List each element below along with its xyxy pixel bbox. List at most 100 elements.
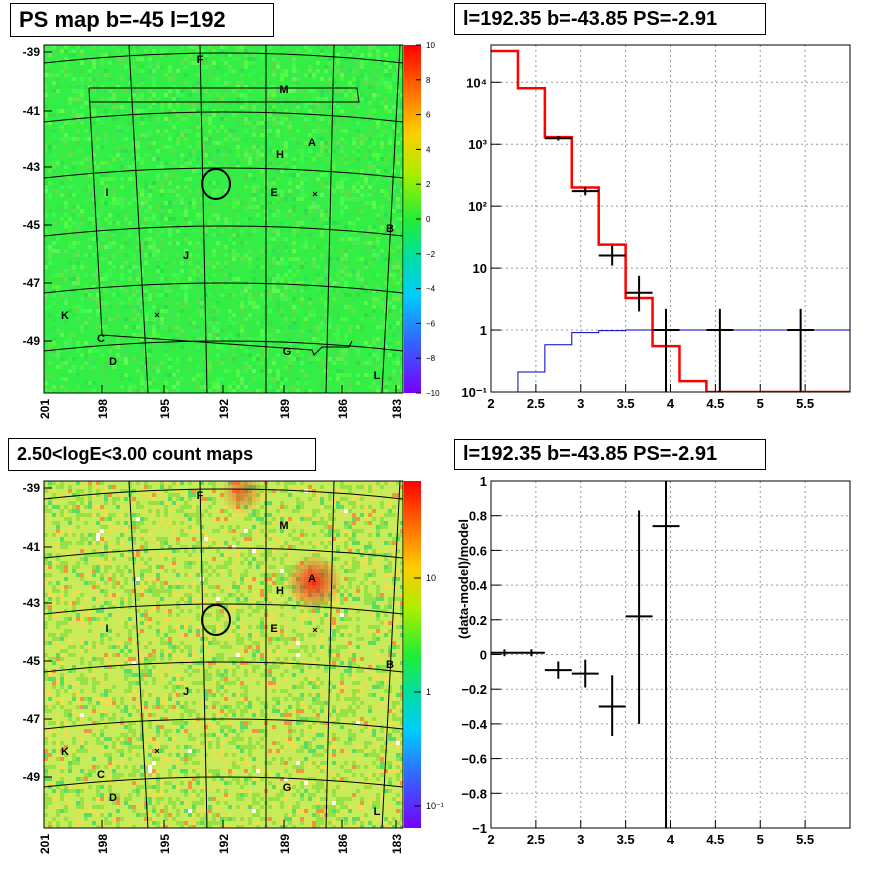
map-pixel xyxy=(232,249,236,253)
map-pixel xyxy=(380,525,384,529)
map-pixel xyxy=(164,253,168,257)
map-pixel xyxy=(300,533,304,537)
map-pixel xyxy=(128,317,132,321)
map-pixel xyxy=(388,505,392,509)
map-pixel xyxy=(140,133,144,137)
map-pixel xyxy=(300,149,304,153)
map-pixel xyxy=(136,153,140,157)
map-pixel xyxy=(60,385,64,389)
map-pixel xyxy=(116,481,120,485)
map-pixel xyxy=(312,253,316,257)
map-pixel xyxy=(168,537,172,541)
map-pixel xyxy=(48,505,52,509)
map-pixel xyxy=(212,61,216,65)
map-pixel xyxy=(380,301,384,305)
map-pixel xyxy=(256,125,260,129)
map-pixel xyxy=(400,185,403,189)
map-pixel xyxy=(52,293,56,297)
map-pixel xyxy=(84,497,88,501)
map-pixel xyxy=(196,345,200,349)
map-pixel xyxy=(400,517,403,521)
map-pixel xyxy=(196,481,200,485)
map-pixel xyxy=(248,481,252,485)
map-pixel xyxy=(332,517,336,521)
map-pixel xyxy=(100,529,104,533)
map-pixel xyxy=(176,285,180,289)
map-pixel xyxy=(224,165,228,169)
map-pixel xyxy=(272,93,276,97)
map-pixel xyxy=(280,385,284,389)
map-pixel xyxy=(152,521,156,525)
map-pixel xyxy=(400,301,403,305)
map-pixel xyxy=(332,225,336,229)
map-pixel xyxy=(72,205,76,209)
map-pixel xyxy=(88,509,92,513)
map-pixel xyxy=(368,385,372,389)
map-pixel xyxy=(96,481,100,485)
map-pixel xyxy=(188,205,192,209)
map-pixel xyxy=(52,505,56,509)
map-pixel xyxy=(204,481,208,485)
map-pixel xyxy=(212,325,216,329)
map-pixel xyxy=(252,205,256,209)
map-pixel xyxy=(280,493,284,497)
map-pixel xyxy=(316,497,320,501)
map-pixel xyxy=(116,57,120,61)
map-pixel xyxy=(224,521,228,525)
map-pixel xyxy=(52,521,56,525)
map-pixel xyxy=(184,485,188,489)
map-pixel xyxy=(360,61,364,65)
map-pixel xyxy=(140,213,144,217)
map-pixel xyxy=(184,213,188,217)
map-pixel xyxy=(196,505,200,509)
map-pixel xyxy=(300,481,304,485)
map-pixel xyxy=(52,513,56,517)
map-pixel xyxy=(388,97,392,101)
map-pixel xyxy=(216,245,220,249)
map-pixel xyxy=(328,117,332,121)
map-pixel xyxy=(224,137,228,141)
map-pixel xyxy=(164,201,168,205)
map-pixel xyxy=(296,185,300,189)
map-pixel xyxy=(376,349,380,353)
map-pixel xyxy=(92,365,96,369)
map-pixel xyxy=(180,517,184,521)
map-pixel xyxy=(368,129,372,133)
map-pixel xyxy=(108,317,112,321)
map-pixel xyxy=(156,101,160,105)
map-pixel xyxy=(292,173,296,177)
map-pixel xyxy=(312,537,316,541)
map-pixel xyxy=(124,217,128,221)
map-pixel xyxy=(216,205,220,209)
map-pixel xyxy=(320,77,324,81)
map-pixel xyxy=(172,149,176,153)
map-pixel xyxy=(76,253,80,257)
map-pixel xyxy=(176,521,180,525)
map-pixel xyxy=(208,493,212,497)
map-pixel xyxy=(248,521,252,525)
map-pixel xyxy=(336,125,340,129)
map-pixel xyxy=(280,141,284,145)
map-pixel xyxy=(260,489,264,493)
map-pixel xyxy=(372,313,376,317)
map-pixel xyxy=(208,205,212,209)
map-pixel xyxy=(388,273,392,277)
map-pixel xyxy=(340,261,344,265)
map-pixel xyxy=(340,493,344,497)
map-pixel xyxy=(204,513,208,517)
map-pixel xyxy=(384,53,388,57)
map-pixel xyxy=(384,81,388,85)
map-pixel xyxy=(228,221,232,225)
map-pixel xyxy=(360,173,364,177)
map-pixel xyxy=(148,357,152,361)
map-pixel xyxy=(380,209,384,213)
map-pixel xyxy=(308,349,312,353)
map-pixel xyxy=(396,189,400,193)
map-pixel xyxy=(216,377,220,381)
map-pixel xyxy=(276,273,280,277)
map-pixel xyxy=(52,301,56,305)
map-pixel xyxy=(220,289,224,293)
map-pixel xyxy=(276,497,280,501)
map-pixel xyxy=(368,289,372,293)
map-pixel xyxy=(184,537,188,541)
